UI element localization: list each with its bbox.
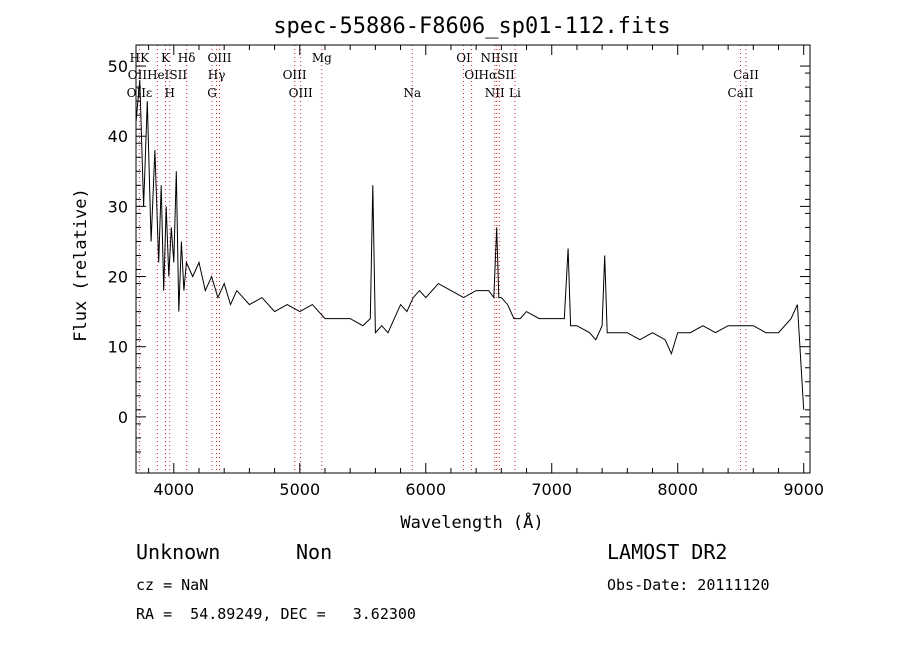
- x-tick-label: 9000: [783, 480, 824, 499]
- survey-name: LAMOST DR2: [607, 540, 728, 564]
- spectral-line-label: K: [161, 51, 171, 65]
- spectral-line-label: OIIε: [127, 86, 153, 100]
- x-axis-label: Wavelength (Å): [400, 511, 543, 533]
- y-tick-label: 40: [108, 127, 128, 146]
- y-tick-label: 30: [108, 197, 128, 216]
- y-tick-label: 0: [118, 408, 128, 427]
- object-class: Unknown: [136, 540, 221, 564]
- y-tick-label: 10: [108, 338, 128, 357]
- spectral-line-label: Mg: [312, 51, 332, 65]
- spectral-line-label: NIISII: [480, 51, 518, 65]
- spectral-line-label: Hδ: [178, 51, 196, 65]
- spectral-line-label: OIII: [289, 86, 313, 100]
- spectral-line-label: NII: [485, 86, 505, 100]
- spectrum-series-line: [135, 80, 805, 410]
- spectral-line-label: HαSII: [479, 68, 516, 82]
- spectral-line-label: H: [165, 86, 175, 100]
- spectral-line-label: OIIHeISII: [128, 68, 188, 82]
- y-tick-label: 50: [108, 57, 128, 76]
- x-tick-label: 8000: [657, 480, 698, 499]
- redshift-cz: cz = NaN: [136, 576, 209, 594]
- obs-date: Obs-Date: 20111120: [607, 576, 770, 594]
- spectral-line-label: HK: [130, 51, 150, 65]
- plot-frame: [135, 44, 811, 474]
- spectral-line-label: CaII: [733, 68, 759, 82]
- y-tick-label: 20: [108, 268, 128, 287]
- spectral-line-label: OI: [464, 68, 479, 82]
- ra-dec: RA = 54.89249, DEC = 3.62300: [136, 605, 416, 623]
- line-markers: [138, 45, 747, 473]
- chart-title: spec-55886-F8606_sp01-112.fits: [273, 14, 670, 39]
- x-tick-label: 6000: [405, 480, 446, 499]
- spectral-line-label: CaII: [728, 86, 754, 100]
- spectral-line-label: OI: [456, 51, 471, 65]
- y-axis-label: Flux (relative): [71, 188, 91, 342]
- object-subclass: Non: [296, 540, 333, 564]
- x-axis: 4000 5000 6000 7000 8000 9000: [148, 45, 824, 499]
- x-tick-label: 7000: [531, 480, 572, 499]
- spectral-line-label: Hγ: [208, 68, 226, 82]
- spectral-line-label: OIII: [283, 68, 307, 82]
- x-tick-label: 4000: [153, 480, 194, 499]
- spectral-line-label: Li: [509, 86, 521, 100]
- spectral-line-label: G: [207, 86, 217, 100]
- y-axis: 0 10 20 30 40 50: [108, 57, 810, 453]
- spectral-line-label: Na: [403, 86, 421, 100]
- spectral-line-label: OIII: [207, 51, 231, 65]
- x-tick-label: 5000: [279, 480, 320, 499]
